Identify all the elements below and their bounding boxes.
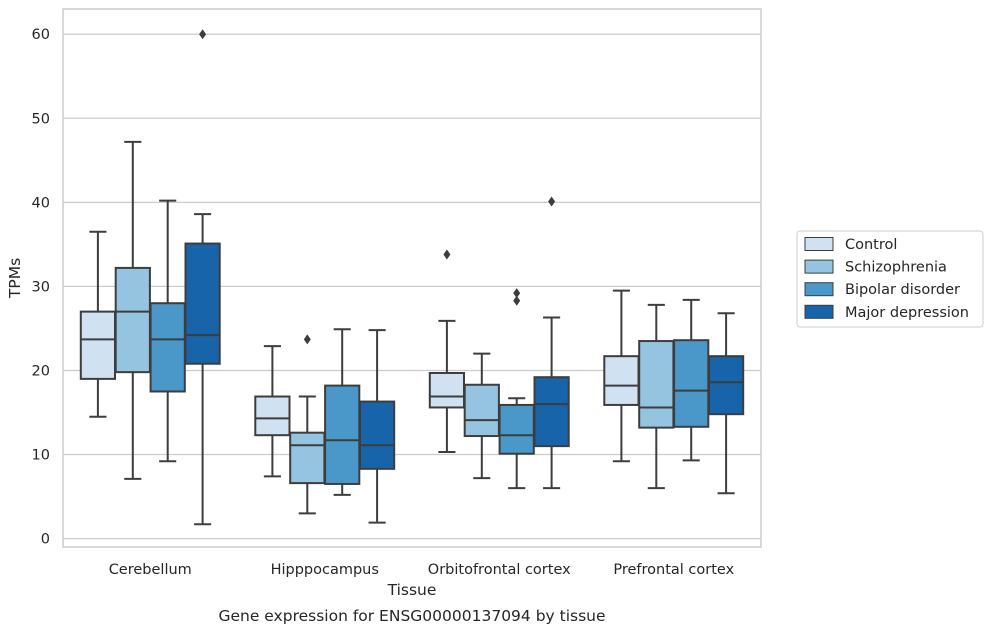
box-group [428, 249, 466, 454]
legend-label: Control [845, 237, 897, 253]
legend-swatch [804, 304, 834, 319]
legend-swatch [804, 237, 834, 251]
y-tick-label: 20 [32, 363, 50, 379]
legend-frame [796, 230, 984, 328]
y-axis-ticks: 0 10 20 30 40 50 60 [32, 27, 50, 547]
x-tick-label: Hipppocampus [271, 562, 379, 578]
iqr-box [428, 371, 466, 409]
legend: Control Schizophrenia Bipolar disorder Majo… [796, 230, 984, 328]
legend-swatch [804, 282, 834, 297]
legend-label: Major depression [845, 305, 969, 321]
iqr-box [289, 431, 326, 485]
y-tick-label: 40 [32, 195, 50, 211]
box-group [707, 312, 745, 495]
iqr-box [463, 383, 500, 438]
iqr-box [324, 384, 361, 485]
x-tick-label: Cerebellum [109, 562, 192, 578]
outlier-point [443, 249, 451, 260]
box-group [498, 288, 535, 490]
box-group [603, 289, 640, 463]
box-group [358, 329, 396, 524]
iqr-box [79, 310, 117, 380]
iqr-box [673, 339, 710, 428]
iqr-box [603, 355, 640, 406]
y-tick-label: 10 [32, 448, 50, 464]
plot-frame [62, 8, 762, 548]
iqr-box [184, 242, 221, 365]
outlier-point [513, 288, 521, 299]
iqr-box [707, 355, 745, 416]
x-axis-ticks: Cerebellum Hipppocampus Orbitofrontal cort… [109, 562, 735, 578]
iqr-box [114, 266, 151, 374]
box-group [254, 345, 291, 478]
y-tick-label: 0 [41, 532, 50, 548]
outlier-point [303, 334, 311, 345]
box-group [114, 140, 151, 480]
x-tick-label: Prefrontal cortex [613, 562, 734, 578]
outlier-point [199, 29, 207, 40]
legend-label: Bipolar disorder [845, 282, 960, 298]
outlier-point [548, 196, 556, 207]
y-tick-label: 60 [32, 27, 50, 43]
y-tick-label: 30 [32, 279, 50, 295]
iqr-box [358, 400, 396, 470]
iqr-box [638, 340, 675, 429]
iqr-box [533, 376, 570, 448]
iqr-box [254, 395, 291, 437]
iqr-box [498, 403, 535, 455]
legend-swatch [804, 259, 834, 274]
outlier-point [513, 295, 521, 306]
legend-label: Schizophrenia [845, 260, 947, 276]
box-group [324, 328, 361, 496]
y-tick-label: 50 [32, 111, 50, 127]
box-group [533, 196, 570, 490]
box-group [638, 303, 675, 490]
box-groups [79, 29, 745, 526]
chart-caption: Gene expression for ENSG00000137094 by t… [218, 607, 605, 625]
iqr-box [149, 302, 186, 393]
box-group [184, 29, 221, 526]
box-group [289, 334, 326, 515]
x-axis-label: Tissue [387, 581, 437, 599]
y-axis-label: TPMs [6, 258, 24, 299]
x-tick-label: Orbitofrontal cortex [428, 562, 571, 578]
